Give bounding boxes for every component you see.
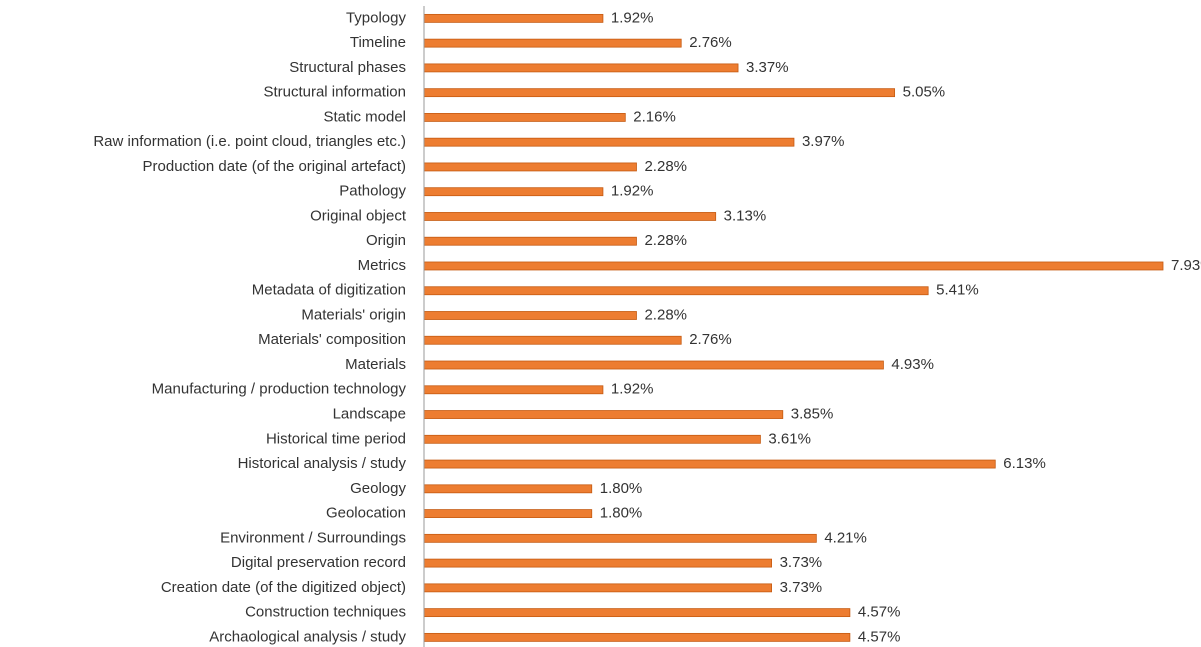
value-label: 1.80% xyxy=(600,505,643,522)
category-label: Pathology xyxy=(339,183,406,200)
category-label: Materials' composition xyxy=(258,331,406,348)
category-label: Raw information (i.e. point cloud, trian… xyxy=(93,133,406,150)
bar xyxy=(423,434,761,444)
value-label: 5.41% xyxy=(936,282,979,299)
bar xyxy=(423,484,593,494)
category-label: Historical time period xyxy=(266,430,406,447)
bar xyxy=(423,533,817,543)
value-label: 7.93% xyxy=(1171,257,1201,274)
bar xyxy=(423,558,773,568)
bar xyxy=(423,632,851,642)
category-label: Metadata of digitization xyxy=(252,282,406,299)
category-label: Historical analysis / study xyxy=(238,455,407,472)
value-label: 3.61% xyxy=(768,430,811,447)
category-label: Static model xyxy=(323,108,406,125)
bar xyxy=(423,583,773,593)
value-label: 1.92% xyxy=(611,9,654,26)
bar xyxy=(423,212,717,221)
bar xyxy=(423,261,1164,271)
category-label: Structural information xyxy=(263,84,406,101)
category-label: Creation date (of the digitized object) xyxy=(161,579,406,596)
category-label: Structural phases xyxy=(289,59,406,76)
bar xyxy=(423,509,593,518)
value-label: 3.73% xyxy=(780,554,823,571)
bar xyxy=(423,410,784,419)
bar xyxy=(423,113,626,122)
value-label: 2.16% xyxy=(633,108,676,125)
value-label: 3.37% xyxy=(746,59,789,76)
bar xyxy=(423,286,929,296)
value-label: 4.21% xyxy=(824,529,867,546)
value-label: 1.80% xyxy=(600,480,643,497)
value-label: 3.97% xyxy=(802,133,845,150)
value-label: 4.57% xyxy=(858,604,901,621)
value-label: 6.13% xyxy=(1003,455,1046,472)
category-label: Production date (of the original artefac… xyxy=(143,158,406,175)
value-label: 2.28% xyxy=(644,232,687,249)
value-label: 4.93% xyxy=(891,356,934,373)
value-label: 1.92% xyxy=(611,183,654,200)
value-label: 2.76% xyxy=(689,331,732,348)
bar xyxy=(423,236,637,246)
bar xyxy=(423,88,896,98)
bar xyxy=(423,459,996,469)
value-label: 2.28% xyxy=(644,306,687,323)
category-label: Materials xyxy=(345,356,406,373)
value-label: 4.57% xyxy=(858,628,901,645)
value-label: 3.85% xyxy=(791,406,834,423)
bar xyxy=(423,38,682,48)
bar xyxy=(423,137,795,147)
value-label: 3.13% xyxy=(724,207,767,224)
value-label: 5.05% xyxy=(903,84,946,101)
category-label: Timeline xyxy=(350,34,406,51)
category-label: Geology xyxy=(350,480,406,497)
value-label: 2.28% xyxy=(644,158,687,175)
bar xyxy=(423,63,739,73)
value-label: 2.76% xyxy=(689,34,732,51)
category-label: Landscape xyxy=(333,406,406,423)
category-label: Manufacturing / production technology xyxy=(152,381,407,398)
bar xyxy=(423,385,604,395)
category-label: Digital preservation record xyxy=(231,554,406,571)
category-label: Typology xyxy=(346,9,407,26)
bar xyxy=(423,608,851,618)
bar xyxy=(423,13,604,23)
category-label: Metrics xyxy=(358,257,406,274)
category-label: Construction techniques xyxy=(245,604,406,621)
bar xyxy=(423,162,637,172)
value-label: 3.73% xyxy=(780,579,823,596)
bar xyxy=(423,311,637,320)
bar xyxy=(423,360,884,370)
category-label: Environment / Surroundings xyxy=(220,529,406,546)
category-label: Materials' origin xyxy=(301,306,406,323)
category-label: Geolocation xyxy=(326,505,406,522)
category-label: Original object xyxy=(310,207,407,224)
value-label: 1.92% xyxy=(611,381,654,398)
category-label: Origin xyxy=(366,232,406,249)
category-label: Archaological analysis / study xyxy=(209,628,406,645)
bar xyxy=(423,187,604,197)
bar xyxy=(423,335,682,345)
